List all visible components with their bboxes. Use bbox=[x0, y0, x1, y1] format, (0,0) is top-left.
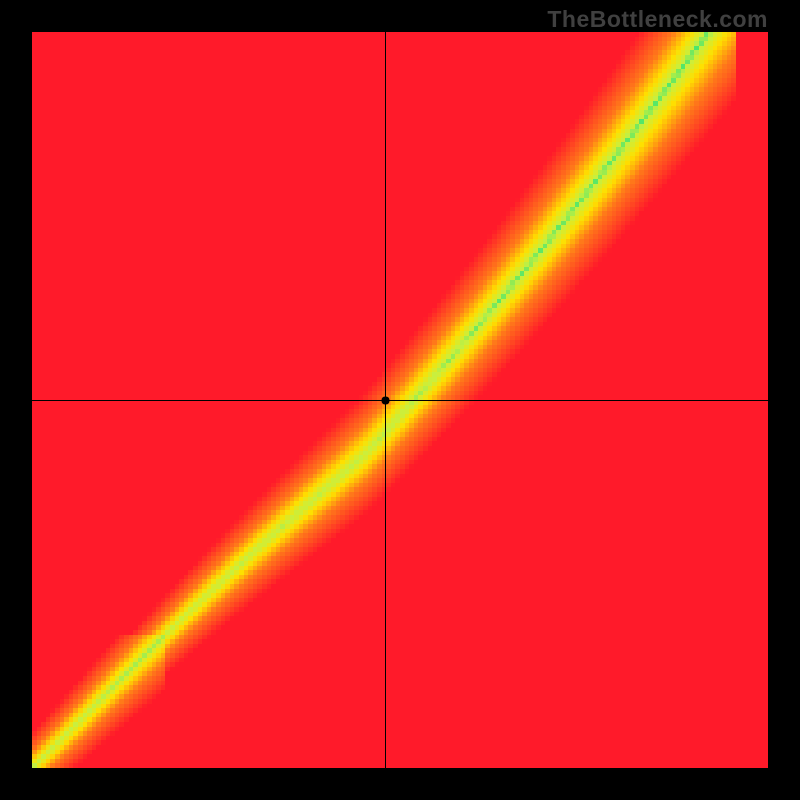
watermark-text: TheBottleneck.com bbox=[547, 6, 768, 33]
chart-container: TheBottleneck.com bbox=[0, 0, 800, 800]
bottleneck-heatmap bbox=[32, 32, 768, 768]
